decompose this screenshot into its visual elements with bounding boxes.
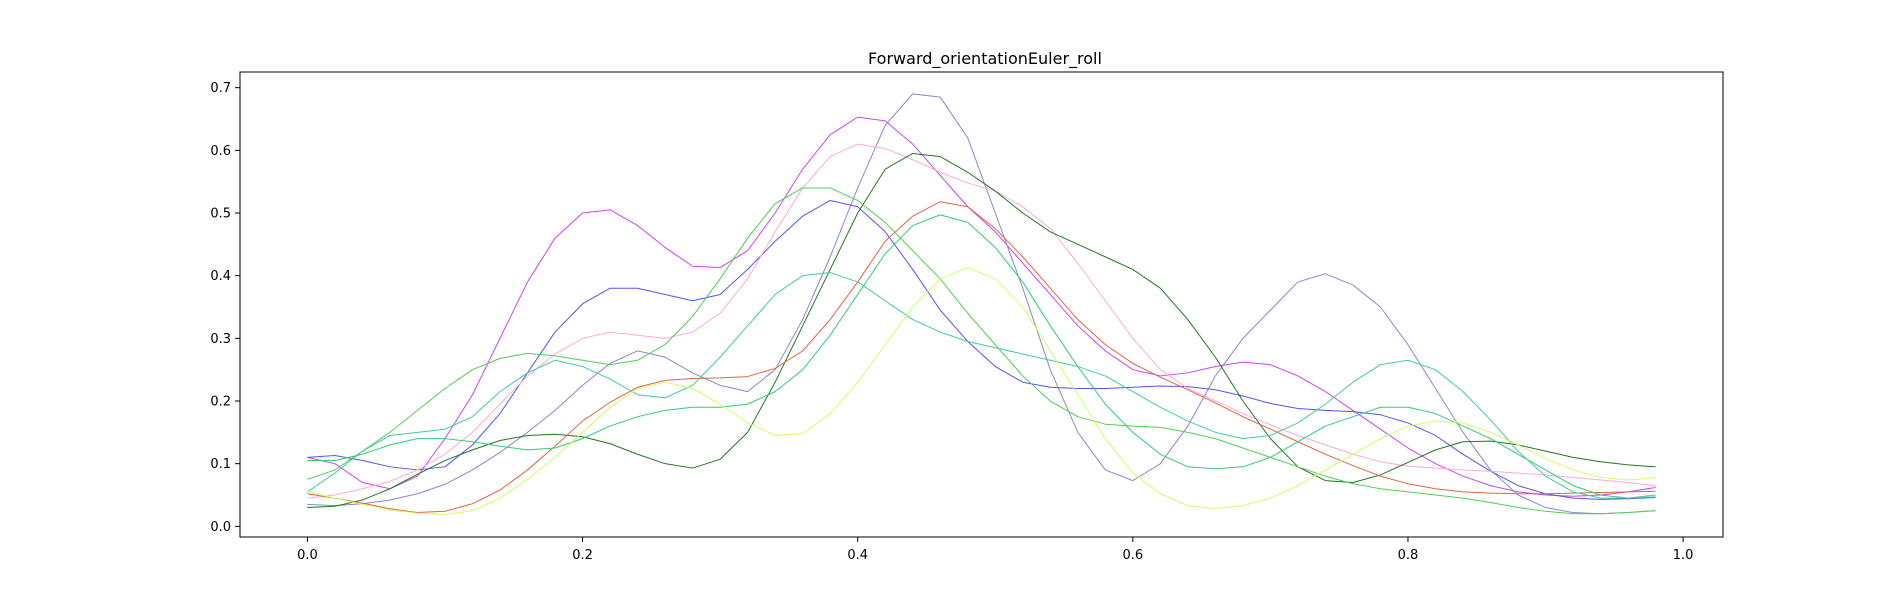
series-line-pink xyxy=(307,143,1656,499)
y-tick-label: 0.4 xyxy=(210,269,231,284)
x-tick-label: 0.0 xyxy=(297,548,318,563)
y-tick-label: 0.0 xyxy=(210,520,231,535)
x-tick-label: 0.6 xyxy=(1122,548,1143,563)
x-tick-label: 0.4 xyxy=(847,548,868,563)
series-line-lavender xyxy=(307,93,1656,515)
y-tick-label: 0.2 xyxy=(210,395,231,410)
y-axis: 0.0 0.1 0.2 0.3 0.4 0.5 0.6 0.7 xyxy=(210,81,240,535)
y-tick-label: 0.3 xyxy=(210,332,231,347)
series-line-dark-green xyxy=(307,152,1656,509)
series-line-teal-green xyxy=(307,214,1656,499)
series-line-green xyxy=(307,187,1656,515)
y-tick-label: 0.6 xyxy=(210,144,231,159)
series-line-magenta xyxy=(307,116,1656,497)
series-line-orange xyxy=(307,201,1656,514)
x-tick-label: 0.8 xyxy=(1398,548,1419,563)
series-line-blue xyxy=(307,199,1656,500)
x-tick-label: 1.0 xyxy=(1673,548,1694,563)
series-line-sea-green xyxy=(307,272,1656,499)
chart-title: Forward_orientationEuler_roll xyxy=(868,49,1102,69)
y-tick-label: 0.5 xyxy=(210,207,231,222)
y-tick-label: 0.1 xyxy=(210,457,231,472)
x-axis: 0.0 0.2 0.4 0.6 0.8 1.0 xyxy=(297,537,1693,563)
y-tick-label: 0.7 xyxy=(210,81,231,96)
plot-area-frame xyxy=(239,71,1724,538)
series-line-lime xyxy=(307,267,1656,515)
series-layer xyxy=(307,93,1656,515)
x-tick-label: 0.2 xyxy=(572,548,593,563)
